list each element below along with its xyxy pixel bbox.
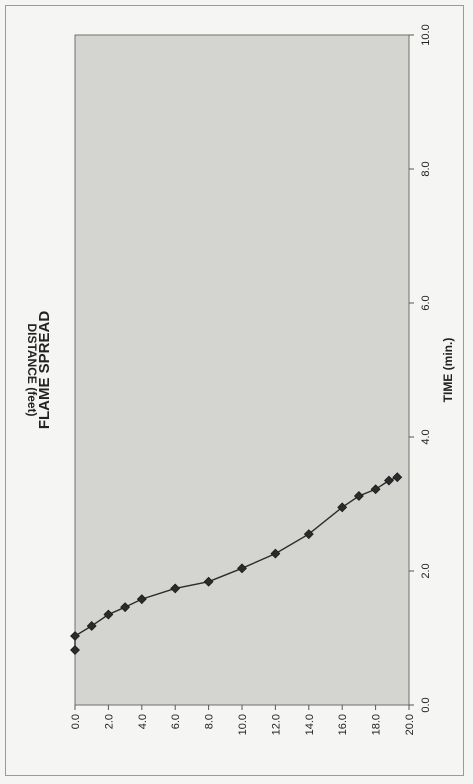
x-tick-label: 0.0 xyxy=(420,697,432,712)
y-tick-label: 10.0 xyxy=(237,714,249,735)
data-point-marker xyxy=(392,472,403,483)
y-tick-label: 18.0 xyxy=(371,714,383,735)
data-point-marker xyxy=(136,594,147,605)
x-tick-label: 8.0 xyxy=(420,161,432,176)
plot-area xyxy=(74,34,410,706)
y-tick-label: 14.0 xyxy=(304,714,316,735)
y-tick-group: 0.0 2.0 4.0 6.0 8.0 10.0 12.0 14.0 16.0 18.0 20.0 xyxy=(70,705,416,735)
y-tick-label: 8.0 xyxy=(204,714,216,729)
data-point-marker xyxy=(103,609,114,620)
data-point-marker xyxy=(270,548,281,559)
x-tick-label: 10.0 xyxy=(420,24,432,45)
y-tick-label: 2.0 xyxy=(103,714,115,729)
marker-group xyxy=(70,472,403,655)
y-tick-label: 4.0 xyxy=(137,714,149,729)
y-axis-label: DISTANCE (feet) xyxy=(25,323,39,416)
data-point-marker xyxy=(384,475,394,486)
x-tick-group: 0.0 2.0 4.0 6.0 8.0 10.0 xyxy=(409,24,432,713)
x-tick-label: 2.0 xyxy=(420,563,432,578)
y-tick-label: 16.0 xyxy=(337,714,349,735)
x-axis-label: TIME (min.) xyxy=(441,338,455,403)
data-point-marker xyxy=(70,645,80,655)
data-point-marker xyxy=(353,491,364,501)
data-point-marker xyxy=(86,621,97,631)
data-point-marker xyxy=(337,502,348,513)
data-point-marker xyxy=(70,631,80,641)
y-tick-label: 0.0 xyxy=(70,714,82,729)
data-point-marker xyxy=(203,576,214,587)
y-tick-label: 20.0 xyxy=(404,714,416,735)
data-point-marker xyxy=(120,602,131,613)
data-point-marker xyxy=(237,563,247,574)
data-point-marker xyxy=(303,529,314,540)
x-tick-label: 4.0 xyxy=(420,429,432,444)
series-line xyxy=(74,476,398,651)
chart-title: FLAME SPREAD xyxy=(36,311,53,430)
y-tick-label: 12.0 xyxy=(270,714,282,735)
data-point-marker xyxy=(370,484,381,495)
outer-frame xyxy=(5,5,464,776)
data-point-marker xyxy=(170,583,181,594)
y-tick-label: 6.0 xyxy=(170,714,182,729)
x-tick-label: 6.0 xyxy=(420,295,432,310)
